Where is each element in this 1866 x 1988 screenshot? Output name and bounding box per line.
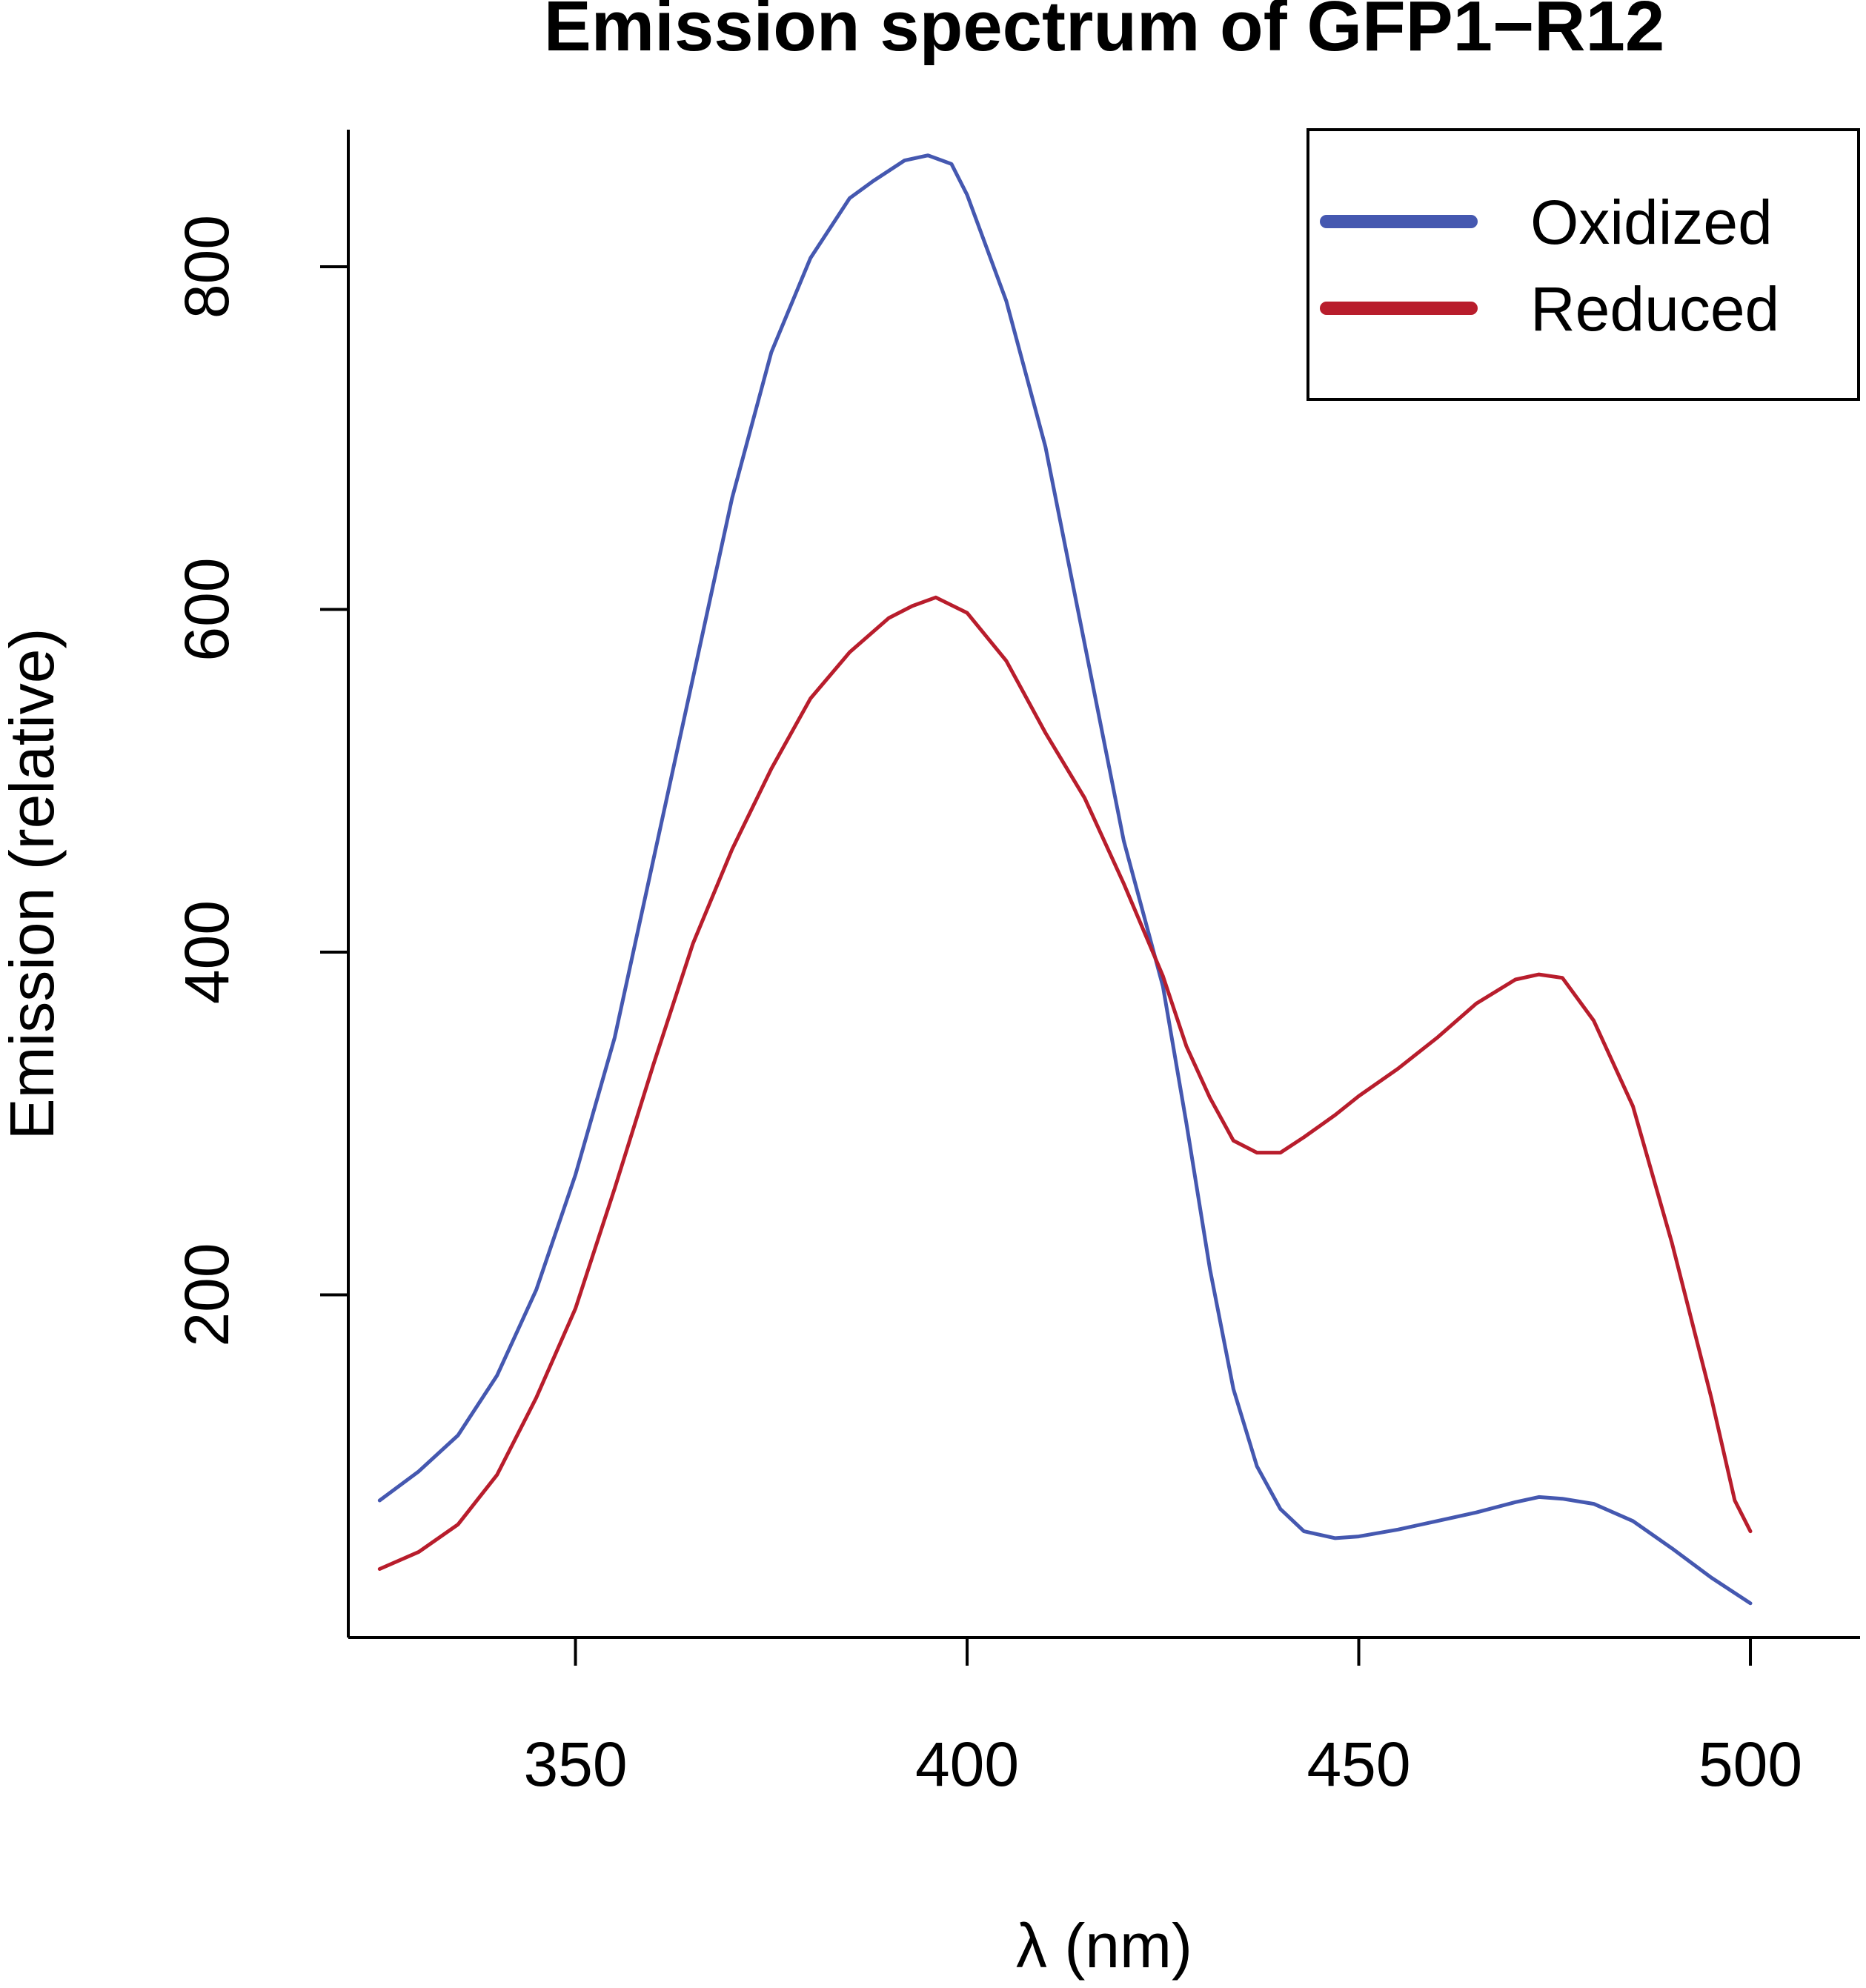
x-tick-label: 350	[523, 1729, 627, 1799]
legend-label-reduced: Reduced	[1530, 274, 1779, 344]
plot-frame	[347, 130, 1860, 1639]
y-tick-label: 800	[172, 215, 242, 319]
y-tick-label: 600	[172, 557, 242, 661]
legend-label-oxidized: Oxidized	[1530, 187, 1773, 257]
chart-title: Emission spectrum of GFP1−R12	[544, 0, 1664, 66]
series-layer	[377, 153, 1753, 1606]
y-axis-label: Emission (relative)	[0, 628, 67, 1140]
y-tick-label: 400	[172, 900, 242, 1004]
y-axis-ticks: 200 400 600 800	[172, 215, 348, 1347]
x-tick-label: 450	[1306, 1729, 1410, 1799]
legend: Oxidized Reduced	[1306, 128, 1860, 401]
x-tick-label: 400	[915, 1729, 1019, 1799]
series-line-oxidized	[377, 153, 1753, 1606]
x-axis-ticks: 350 400 450 500	[523, 1638, 1802, 1799]
series-line-reduced	[377, 595, 1753, 1571]
y-tick-label: 200	[172, 1243, 242, 1346]
legend-box	[1306, 128, 1860, 401]
x-axis-label: λ (nm)	[1016, 1911, 1192, 1981]
x-tick-label: 500	[1699, 1729, 1802, 1799]
